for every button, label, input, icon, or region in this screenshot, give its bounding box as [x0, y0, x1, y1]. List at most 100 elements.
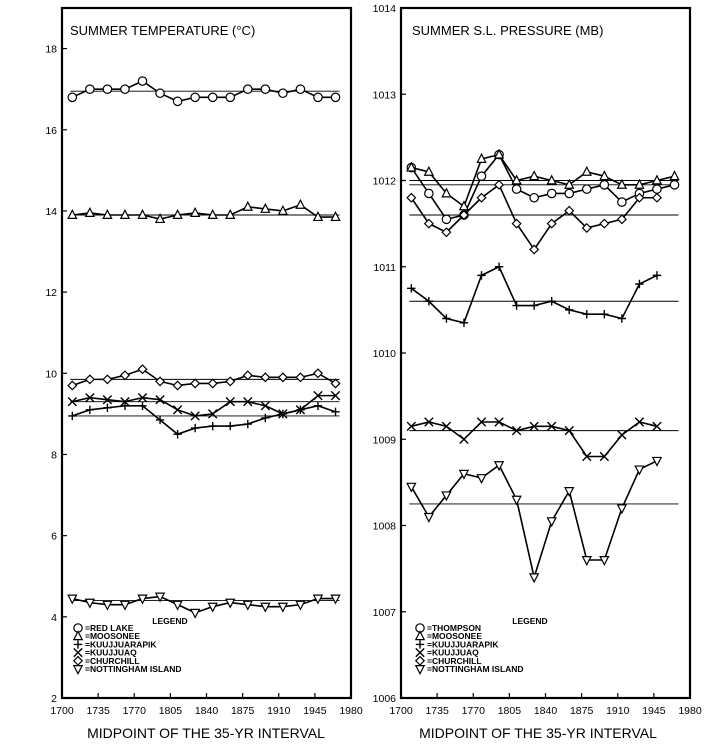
temperature-point-churchill: [312, 368, 324, 379]
pressure-point-kuujjuarapik: [617, 314, 627, 323]
pressure-point-kuujjuarapik: [600, 309, 609, 319]
temperature-point-moosonee: [189, 206, 201, 217]
temperature-line-nottingham-island: [72, 595, 336, 614]
pressure-point-kuujjuaq: [441, 421, 452, 432]
temperature-line-kuujjuaq: [72, 394, 336, 417]
temperature-point-moosonee: [137, 208, 148, 219]
temperature-series: [67, 76, 341, 619]
temperature-y-tick-label: 16: [45, 125, 57, 137]
pressure-point-kuujjuarapik: [494, 262, 504, 271]
pressure-point-churchill: [581, 222, 592, 233]
temperature-point-red-lake: [207, 92, 218, 103]
temperature-x-tick-label: 1875: [231, 705, 255, 717]
pressure-point-churchill: [511, 218, 522, 229]
pressure-point-thompson: [476, 171, 487, 181]
temperature-chart-title: SUMMER TEMPERATURE (°C): [70, 23, 255, 38]
temperature-point-kuujjuarapik: [261, 413, 270, 423]
pressure-point-thompson: [424, 188, 434, 199]
pressure-point-moosonee: [476, 152, 487, 163]
temperature-x-tick-label: 1770: [123, 705, 147, 717]
pressure-x-tick-label: 1980: [678, 705, 702, 717]
pressure-legend-label-thompson: =THOMPSON: [427, 623, 481, 633]
pressure-point-churchill: [599, 218, 610, 229]
pressure-y-tick-label: 1006: [373, 693, 397, 705]
pressure-point-kuujjuarapik: [582, 309, 591, 319]
temperature-y-axis: 2 4 6 8 10 12 14 16 18: [45, 44, 67, 705]
temperature-point-churchill: [102, 374, 113, 385]
pressure-point-thompson: [669, 180, 680, 190]
temperature-legend-marker-kuujjuaq: [73, 647, 83, 658]
temperature-point-kuujjuarapik: [138, 401, 147, 410]
temperature-panel: SUMMER TEMPERATURE (°C) 2 4 6 8 10 12 14 16 18 1…: [45, 6, 363, 741]
pressure-point-kuujjuaq: [476, 417, 487, 427]
temperature-series-churchill: [67, 364, 341, 391]
temperature-point-nottingham-island: [189, 608, 201, 619]
pressure-point-kuujjuaq: [494, 417, 504, 427]
temperature-point-kuujjuaq: [313, 390, 323, 401]
temperature-point-moosonee: [102, 208, 113, 219]
temperature-point-kuujjuaq: [278, 409, 288, 419]
temperature-line-churchill: [72, 368, 336, 387]
temperature-point-kuujjuaq: [155, 394, 165, 405]
temperature-point-moosonee: [225, 208, 236, 219]
temperature-y-tick-label: 14: [45, 206, 57, 218]
temperature-point-nottingham-island: [312, 594, 324, 605]
temperature-legend-label-kuujjuarapik: =KUUJJUARAPIK: [85, 639, 157, 649]
temperature-y-tick-label: 12: [45, 287, 57, 299]
temperature-series-nottingham-island: [67, 592, 341, 619]
pressure-x-tick-label: 1840: [534, 705, 558, 717]
temperature-point-churchill: [67, 380, 78, 391]
pressure-chart-title: SUMMER S.L. PRESSURE (MB): [412, 23, 603, 38]
temperature-point-kuujjuaq: [172, 405, 183, 415]
pressure-point-churchill: [406, 192, 417, 203]
temperature-legend-label-moosonee: =MOOSONEE: [85, 631, 140, 641]
temperature-legend-label-churchill: =CHURCHILL: [85, 656, 140, 666]
temperature-plot-frame: [60, 6, 353, 700]
temperature-point-red-lake: [225, 92, 236, 103]
temperature-series-red-lake: [67, 76, 341, 107]
temperature-y-tick-label: 8: [51, 449, 57, 461]
pressure-y-tick-label: 1013: [373, 89, 397, 101]
pressure-point-kuujjuaq: [564, 425, 574, 436]
pressure-point-kuujjuaq: [424, 417, 434, 427]
pressure-y-tick-label: 1014: [373, 3, 397, 15]
temperature-y-tick-label: 18: [45, 44, 57, 56]
pressure-point-nottingham-island: [406, 482, 417, 493]
pressure-point-kuujjuaq: [652, 421, 662, 432]
temperature-point-kuujjuarapik: [155, 415, 165, 425]
temperature-point-kuujjuarapik: [243, 419, 252, 429]
temperature-series-kuujjuaq: [67, 390, 341, 421]
temperature-point-nottingham-island: [277, 602, 289, 613]
pressure-point-thompson: [617, 197, 627, 207]
temperature-point-moosonee: [172, 208, 183, 219]
temperature-point-red-lake: [260, 84, 271, 94]
pressure-series-kuujjuaq: [406, 417, 662, 462]
pressure-point-thompson: [581, 184, 592, 194]
temperature-y-tick-label: 10: [45, 368, 57, 380]
pressure-point-nottingham-island: [599, 555, 610, 567]
temperature-legend-label-nottingham-island: =NOTTINGHAM ISLAND: [85, 664, 182, 674]
pressure-point-kuujjuarapik: [547, 297, 556, 306]
pressure-point-churchill: [441, 227, 452, 238]
pressure-x-tick-label: 1910: [606, 705, 630, 717]
pressure-point-nottingham-island: [441, 491, 452, 502]
pressure-series-thompson: [406, 149, 680, 225]
pressure-point-nottingham-island: [511, 495, 522, 506]
pressure-point-nottingham-island: [476, 474, 487, 485]
temperature-point-kuujjuaq: [67, 397, 78, 407]
pressure-point-kuujjuaq: [546, 421, 557, 432]
pressure-point-kuujjuarapik: [477, 271, 486, 280]
pressure-point-thompson: [599, 180, 610, 190]
temperature-point-moosonee: [295, 198, 306, 209]
temperature-point-nottingham-island: [102, 600, 113, 611]
temperature-point-nottingham-island: [119, 600, 131, 611]
temperature-point-red-lake: [67, 92, 78, 103]
temperature-point-red-lake: [190, 92, 200, 103]
temperature-point-churchill: [277, 372, 288, 383]
temperature-point-churchill: [225, 376, 236, 387]
temperature-point-kuujjuarapik: [226, 421, 235, 431]
pressure-point-nottingham-island: [423, 512, 435, 523]
temperature-point-nottingham-island: [242, 600, 253, 611]
temperature-legend-label-kuujjuaq: =KUUJJUAQ: [85, 648, 137, 658]
temperature-point-nottingham-island: [295, 600, 306, 611]
